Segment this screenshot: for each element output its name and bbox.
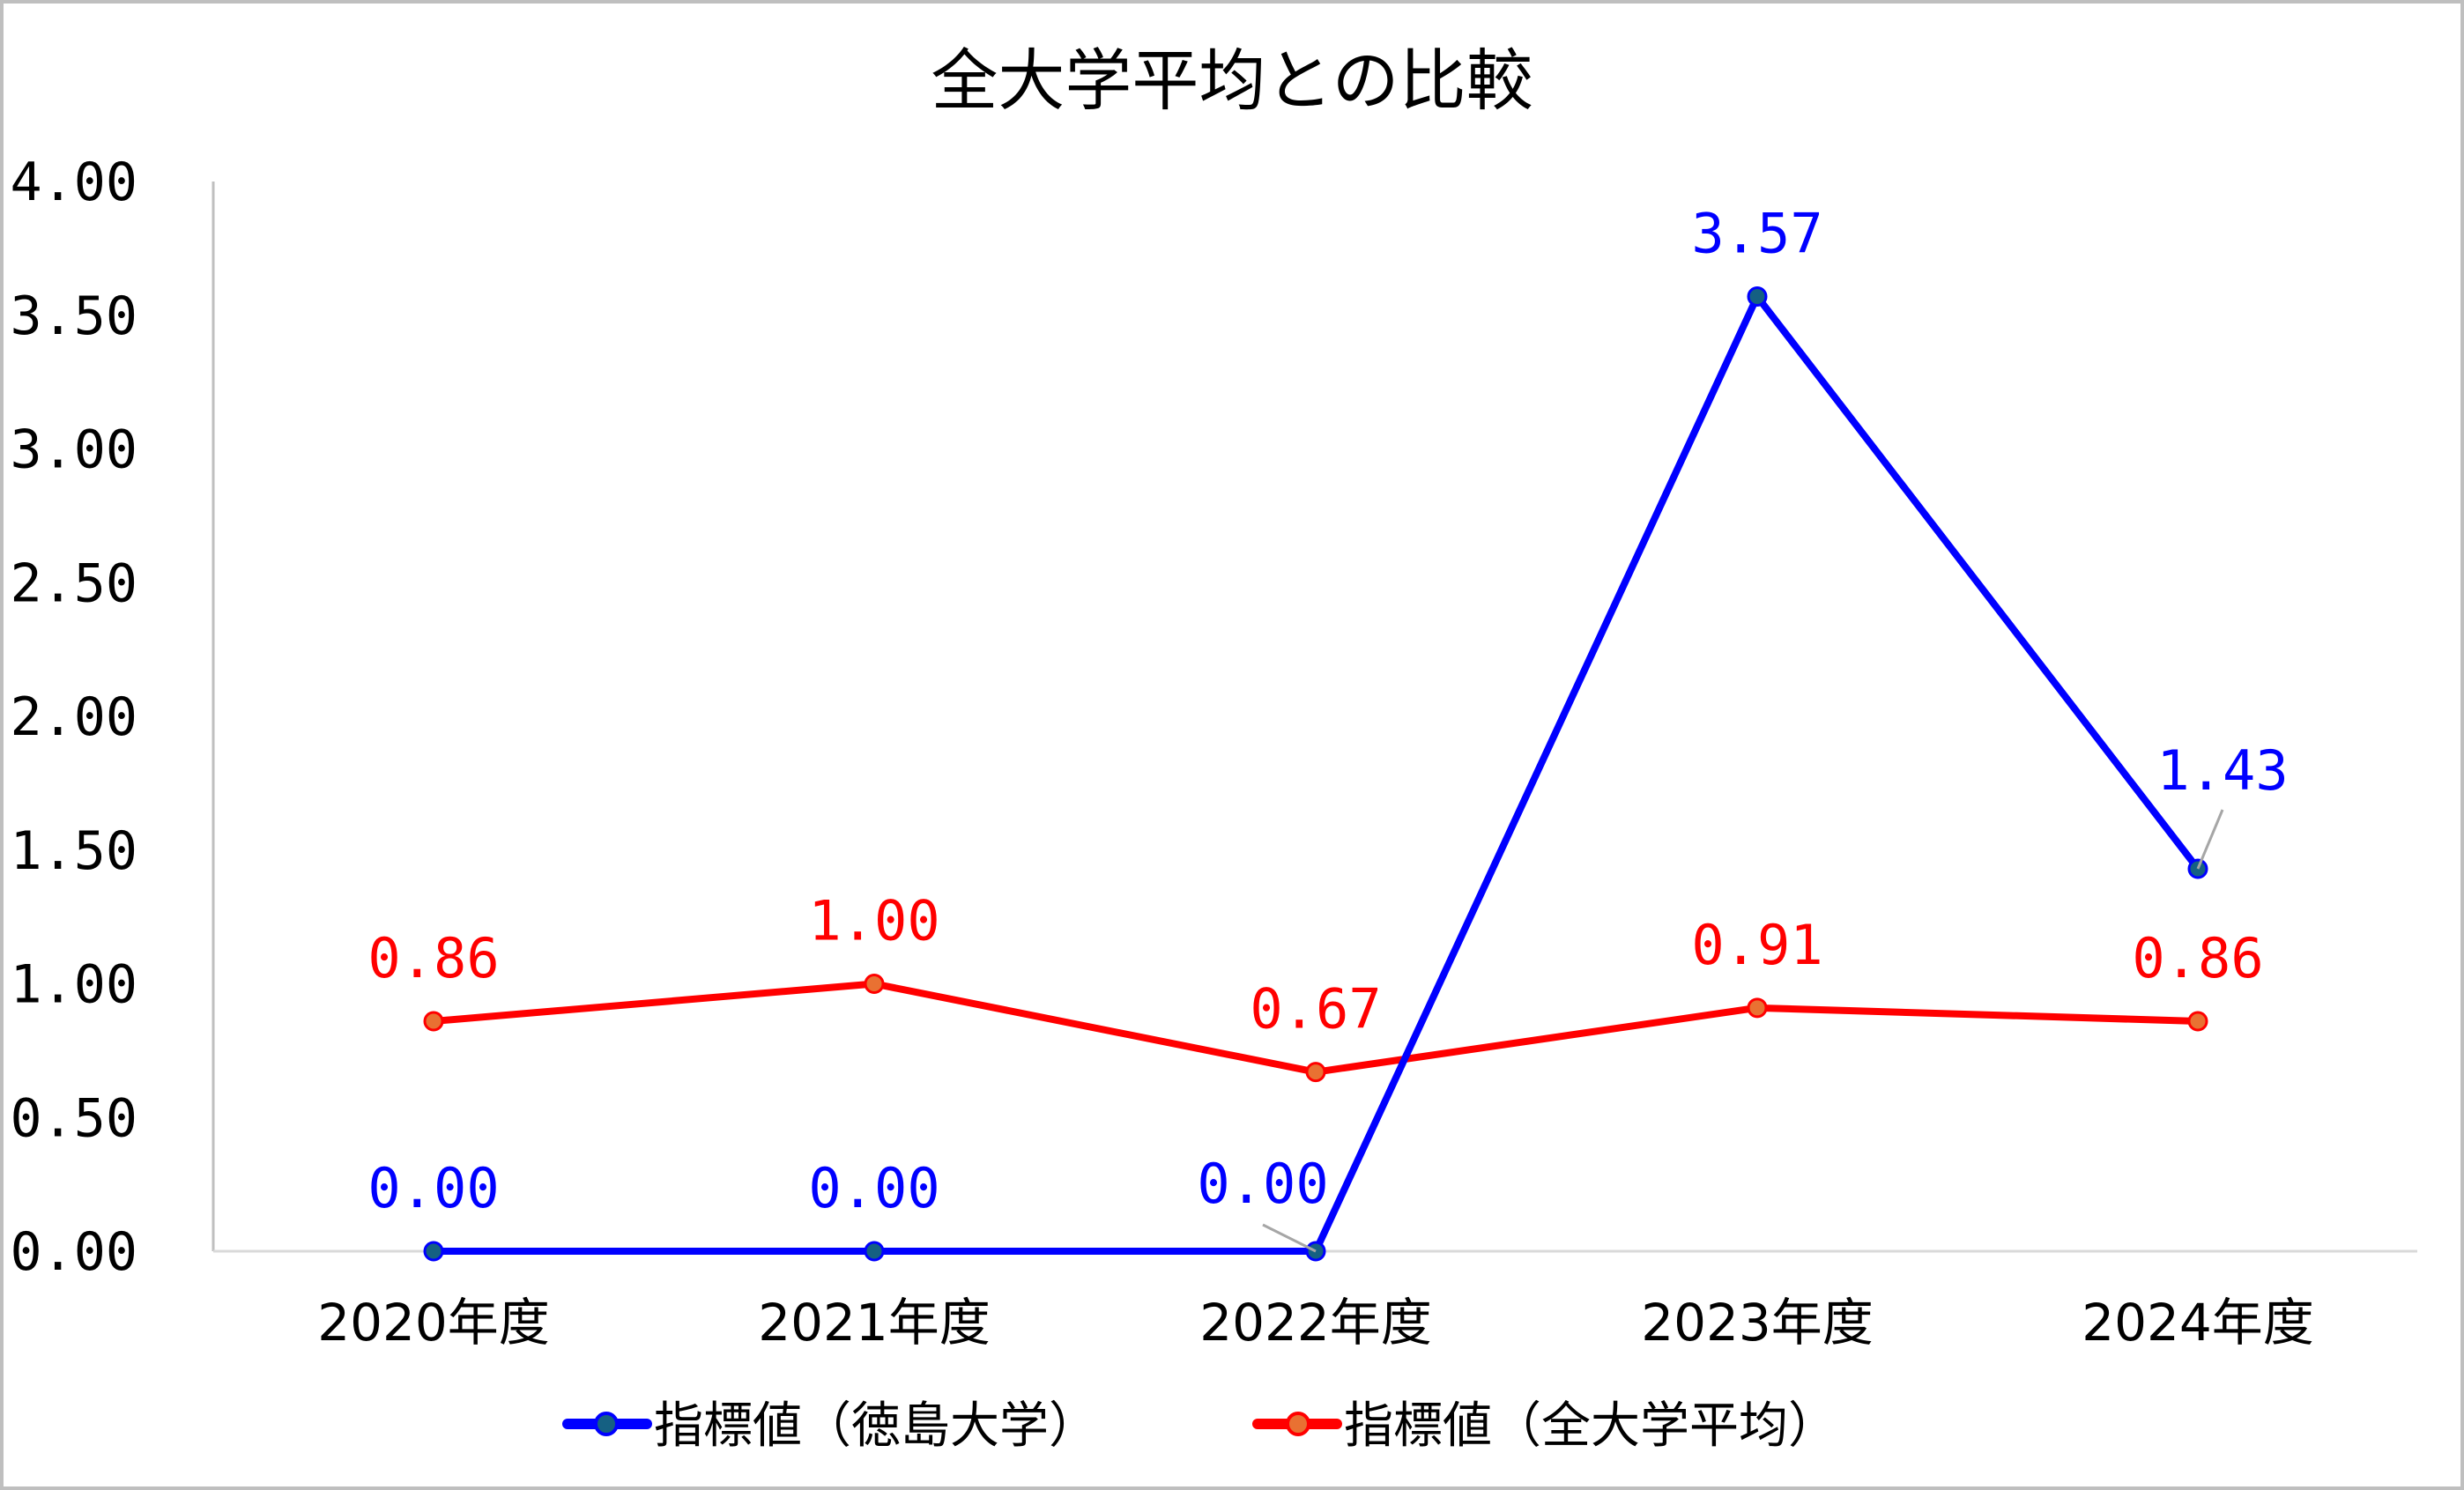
y-tick-label: 1.00 xyxy=(11,954,138,1016)
data-label: 0.91 xyxy=(1691,913,1822,977)
data-point-marker[interactable] xyxy=(1305,1062,1326,1083)
data-point-marker[interactable] xyxy=(1747,286,1768,308)
data-label: 0.00 xyxy=(367,1156,499,1220)
data-point-marker[interactable] xyxy=(864,974,885,994)
data-point-marker[interactable] xyxy=(2187,1011,2208,1032)
x-tick-label: 2021年度 xyxy=(758,1293,991,1353)
legend-item-all-univ-average[interactable]: 指標値（全大学平均） xyxy=(1252,1397,1837,1455)
legend-label: 指標値（徳島大学） xyxy=(654,1397,1098,1455)
chart-title: 全大学平均との比較 xyxy=(931,41,1533,120)
y-axis: 0.00 0.50 1.00 1.50 2.00 2.50 3.00 3.50 4.00 xyxy=(11,152,215,1283)
data-label: 1.43 xyxy=(2156,738,2288,803)
data-point-marker[interactable] xyxy=(1747,997,1768,1019)
y-tick-label: 3.00 xyxy=(11,419,138,481)
y-tick-label: 2.50 xyxy=(11,552,138,614)
data-label: 0.86 xyxy=(367,926,499,990)
y-tick-label: 0.50 xyxy=(11,1087,138,1149)
x-axis: 2020年度 2021年度 2022年度 2023年度 2024年度 xyxy=(213,1249,2417,1353)
data-label: 0.00 xyxy=(1197,1152,1328,1216)
x-tick-labels: 2020年度 2021年度 2022年度 2023年度 2024年度 xyxy=(317,1293,2314,1353)
x-tick-label: 2023年度 xyxy=(1641,1293,1874,1353)
legend: 指標値（徳島大学） 指標値（全大学平均） xyxy=(562,1397,1837,1455)
data-label: 0.86 xyxy=(2132,926,2263,990)
legend-item-tokushima[interactable]: 指標値（徳島大学） xyxy=(562,1397,1098,1455)
legend-marker-icon xyxy=(594,1412,619,1436)
data-labels: 0.86 1.00 0.67 0.91 0.86 0.00 0.00 0.00 3.57 1.43 xyxy=(367,202,2289,1253)
data-label: 0.67 xyxy=(1250,977,1381,1042)
data-point-marker[interactable] xyxy=(423,1011,444,1032)
y-tick-label: 2.00 xyxy=(11,686,138,748)
data-label: 3.57 xyxy=(1691,202,1822,266)
x-tick-label: 2022年度 xyxy=(1199,1293,1432,1353)
series-all-univ-average xyxy=(423,974,2208,1083)
y-tick-label: 0.00 xyxy=(11,1221,138,1283)
legend-label: 指標値（全大学平均） xyxy=(1344,1397,1837,1455)
label-leader-line xyxy=(2196,809,2224,870)
legend-marker-icon xyxy=(1286,1412,1310,1436)
data-label: 0.00 xyxy=(808,1156,939,1220)
data-label: 1.00 xyxy=(808,889,939,953)
data-point-marker[interactable] xyxy=(423,1241,444,1262)
y-tick-label: 3.50 xyxy=(11,285,138,347)
y-tick-labels: 0.00 0.50 1.00 1.50 2.00 2.50 3.00 3.50 4.00 xyxy=(11,152,138,1283)
data-point-marker[interactable] xyxy=(864,1241,885,1262)
x-tick-label: 2024年度 xyxy=(2082,1293,2314,1353)
label-leader-line xyxy=(1262,1223,1317,1253)
y-tick-label: 4.00 xyxy=(11,152,138,213)
x-tick-label: 2020年度 xyxy=(317,1293,550,1353)
y-tick-label: 1.50 xyxy=(11,820,138,882)
